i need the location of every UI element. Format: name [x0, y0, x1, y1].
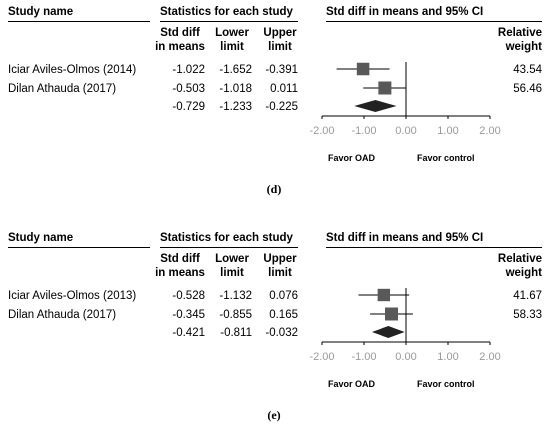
- summary-diamond: [371, 326, 405, 338]
- ci-header: Std diff in means and 95% CI: [326, 6, 484, 18]
- col-std-label: Std diff: [160, 27, 200, 39]
- ci-header: Std diff in means and 95% CI: [326, 232, 484, 244]
- study-effect-box: [385, 307, 399, 321]
- x-tick-label: -1.00: [351, 125, 376, 137]
- upper-value: 0.076: [269, 290, 298, 302]
- upper-value: 0.165: [269, 309, 298, 321]
- panel-caption: (d): [266, 182, 282, 196]
- summary-lower-value: -1.233: [219, 101, 252, 113]
- col-upper-label: limit: [268, 267, 292, 279]
- upper-value: 0.011: [270, 83, 298, 95]
- summary-smd-value: -0.729: [172, 101, 205, 113]
- smd-value: -1.022: [172, 64, 205, 76]
- study-name: Iciar Aviles-Olmos (2013): [8, 290, 137, 302]
- x-tick-label: -1.00: [351, 351, 376, 363]
- x-tick-label: 1.00: [437, 125, 458, 137]
- header-rule: [8, 21, 150, 22]
- lower-value: -1.018: [219, 83, 252, 95]
- header-rule: [8, 247, 150, 248]
- x-tick-label: -2.00: [309, 351, 334, 363]
- col-std-label: Std diff: [160, 253, 200, 265]
- col-weight-label: weight: [505, 41, 542, 53]
- weight-value: 41.67: [513, 290, 542, 302]
- smd-value: -0.503: [172, 83, 205, 95]
- study-name-header: Study name: [8, 6, 74, 18]
- smd-value: -0.528: [172, 290, 205, 302]
- favor-right-label: Favor control: [417, 153, 475, 163]
- header-rule: [326, 247, 542, 248]
- stats-header: Statistics for each study: [160, 232, 293, 244]
- summary-upper-value: -0.225: [265, 101, 298, 113]
- study-name: Dilan Athauda (2017): [8, 309, 117, 321]
- stats-header: Statistics for each study: [160, 6, 293, 18]
- x-tick-label: 0.00: [395, 351, 416, 363]
- col-weight-label: Relative: [497, 253, 542, 265]
- forest-plot-svg-e: -2.00 -1.00 0.00 1.00 2.00: [309, 288, 501, 363]
- favor-left-label: Favor OAD: [328, 153, 376, 163]
- forest-plot-svg-d: -2.00 -1.00 0.00 1.00 2.00: [309, 62, 501, 137]
- weight-value: 43.54: [513, 64, 542, 76]
- x-tick-label: 1.00: [437, 351, 458, 363]
- header-rule: [160, 21, 298, 22]
- col-std-label: in means: [155, 41, 205, 53]
- forest-plot-e: Study name Statistics for each study Std…: [0, 226, 550, 426]
- lower-value: -0.855: [219, 309, 252, 321]
- x-tick-label: 2.00: [479, 125, 500, 137]
- smd-value: -0.345: [172, 309, 205, 321]
- weight-value: 58.33: [513, 309, 542, 321]
- summary-diamond: [354, 100, 397, 112]
- x-tick-label: -2.00: [309, 125, 334, 137]
- col-std-label: in means: [155, 267, 205, 279]
- panel-caption: (e): [267, 408, 281, 422]
- upper-value: -0.391: [265, 64, 298, 76]
- col-lower-label: Lower: [215, 253, 249, 265]
- study-effect-box: [356, 62, 370, 76]
- col-upper-label: limit: [268, 41, 292, 53]
- favor-right-label: Favor control: [417, 379, 475, 389]
- study-name: Dilan Athauda (2017): [8, 83, 117, 95]
- summary-lower-value: -0.811: [220, 327, 252, 339]
- x-tick-label: 2.00: [479, 351, 500, 363]
- study-name: Iciar Aviles-Olmos (2014): [8, 64, 137, 76]
- forest-plot-d: Study name Statistics for each study Std…: [0, 0, 550, 200]
- summary-smd-value: -0.421: [172, 327, 205, 339]
- favor-left-label: Favor OAD: [328, 379, 376, 389]
- col-lower-label: limit: [220, 41, 244, 53]
- col-upper-label: Upper: [263, 253, 297, 265]
- col-lower-label: Lower: [215, 27, 249, 39]
- header-rule: [160, 247, 298, 248]
- col-weight-label: weight: [505, 267, 542, 279]
- col-lower-label: limit: [220, 267, 244, 279]
- col-upper-label: Upper: [263, 27, 297, 39]
- study-name-header: Study name: [8, 232, 74, 244]
- col-weight-label: Relative: [497, 27, 542, 39]
- header-rule: [326, 21, 542, 22]
- x-tick-label: 0.00: [395, 125, 416, 137]
- study-effect-box: [378, 81, 392, 95]
- weight-value: 56.46: [513, 83, 542, 95]
- study-effect-box: [377, 288, 391, 302]
- summary-upper-value: -0.032: [265, 327, 298, 339]
- lower-value: -1.652: [219, 64, 252, 76]
- lower-value: -1.132: [219, 290, 252, 302]
